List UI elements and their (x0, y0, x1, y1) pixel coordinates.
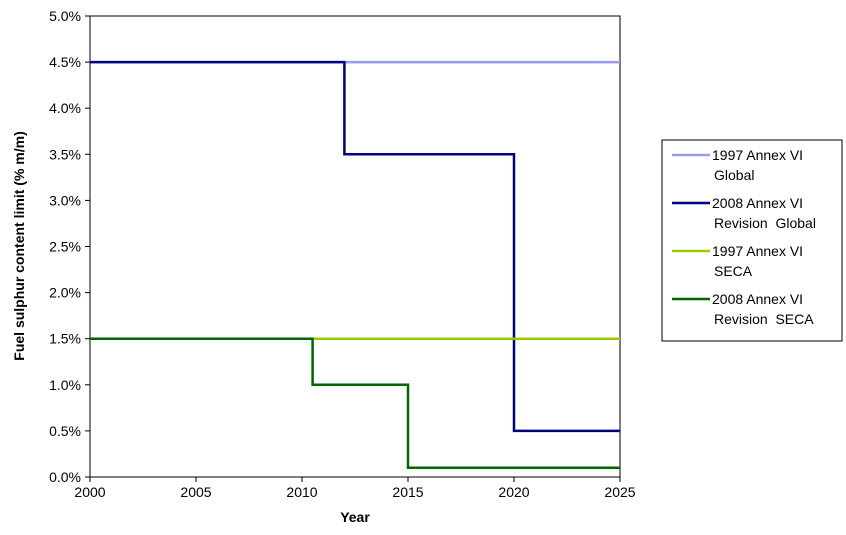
series-line-2 (90, 60, 620, 433)
legend-label: Revision SECA (714, 311, 814, 327)
series-lines (90, 60, 620, 470)
x-tick-label: 2005 (180, 484, 211, 500)
y-tick-label: 0.0% (49, 469, 81, 485)
x-tick-label: 2010 (286, 484, 317, 500)
legend-label: Revision Global (714, 215, 816, 231)
legend-label: 1997 Annex VI (712, 147, 803, 163)
y-tick-label: 4.5% (49, 54, 81, 70)
y-tick-label: 3.5% (49, 146, 81, 162)
legend: 1997 Annex VI Global 2008 Annex VI Revision… (661, 139, 843, 342)
legend-label: 2008 Annex VI (712, 291, 803, 307)
y-tick-label: 4.0% (49, 100, 81, 116)
y-tick-label: 5.0% (49, 8, 81, 24)
y-axis: 0.0% 0.5% 1.0% 1.5% 2.0% 2.5% 3.0% 3.5% 4.0% 4.5%… (49, 8, 90, 485)
x-axis-title: Year (340, 509, 370, 525)
legend-label: Global (714, 167, 754, 183)
legend-label: 2008 Annex VI (712, 195, 803, 211)
y-tick-label: 2.5% (49, 239, 81, 255)
y-tick-label: 1.5% (49, 331, 81, 347)
x-axis: 2000 2005 2010 2015 2020 2025 (74, 477, 636, 500)
y-tick-label: 2.0% (49, 285, 81, 301)
x-tick-label: 2015 (392, 484, 423, 500)
legend-label: SECA (714, 263, 753, 279)
y-tick-label: 0.5% (49, 423, 81, 439)
legend-label: 1997 Annex VI (712, 243, 803, 259)
legend-box (661, 139, 843, 342)
x-tick-label: 2020 (498, 484, 529, 500)
y-tick-label: 3.0% (49, 192, 81, 208)
series-line-4 (90, 337, 620, 470)
x-tick-label: 2025 (604, 484, 635, 500)
x-tick-label: 2000 (74, 484, 105, 500)
plot-area (89, 15, 621, 478)
y-axis-title: Fuel sulphur content limit (% m/m) (11, 131, 27, 360)
y-tick-label: 1.0% (49, 377, 81, 393)
